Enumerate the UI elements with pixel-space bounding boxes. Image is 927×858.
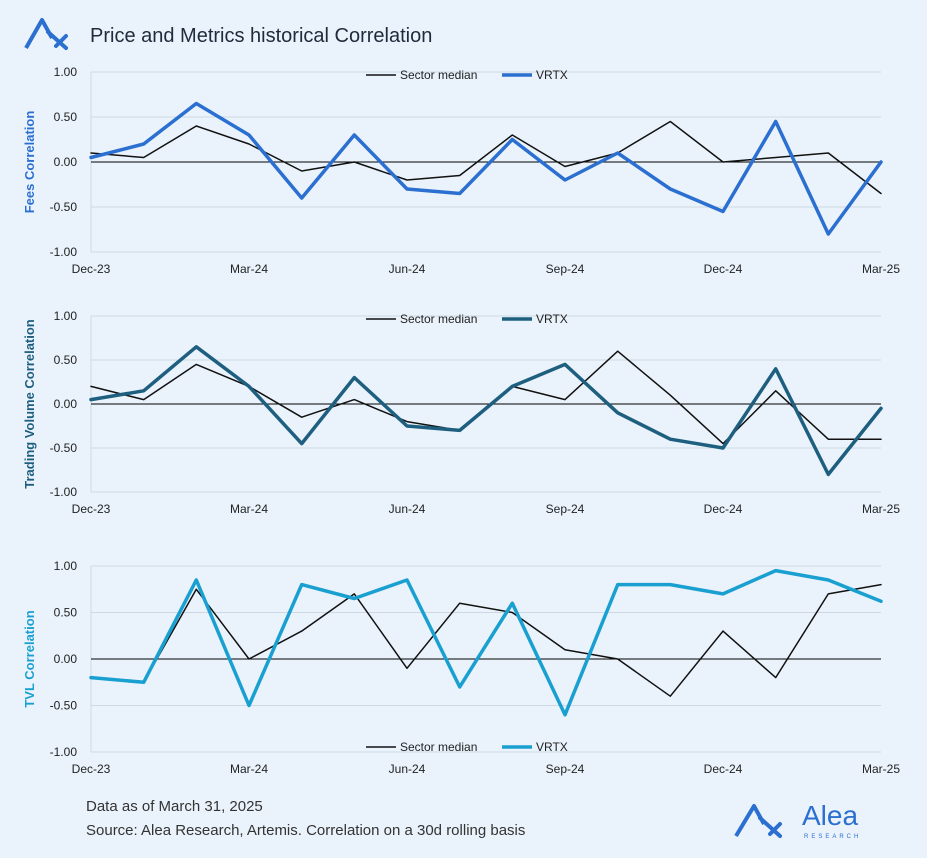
chart-panel-2: 1.00 0.50 0.00 -0.50 -1.00 Dec-23 Mar-24 Jun-24…: [22, 309, 900, 516]
x-tick-label: Sep-24: [546, 262, 585, 276]
x-tick-label: Jun-24: [389, 502, 426, 516]
series-line-sector-median: [90, 583, 882, 697]
y-axis-label: TVL Correlation: [22, 610, 37, 707]
y-tick-label: 1.00: [54, 559, 78, 573]
y-tick-label: 0.50: [54, 353, 78, 367]
y-tick-label: 0.00: [54, 652, 78, 666]
y-tick-label: 1.00: [54, 309, 78, 323]
x-tick-label: Mar-24: [230, 262, 268, 276]
alea-logo-icon: [22, 14, 74, 59]
legend-label: VRTX: [536, 68, 568, 82]
y-tick-label: 0.50: [54, 606, 78, 620]
series-line-sector-median: [90, 120, 882, 195]
legend-label: Sector median: [400, 740, 477, 754]
x-tick-label: Mar-25: [862, 262, 900, 276]
x-tick-label: Dec-24: [704, 502, 743, 516]
x-tick-label: Jun-24: [389, 262, 426, 276]
x-tick-label: Sep-24: [546, 762, 585, 776]
x-tick-label: Dec-23: [72, 762, 111, 776]
x-tick-label: Mar-25: [862, 502, 900, 516]
y-tick-label: -1.00: [50, 485, 78, 499]
charts-canvas: 1.00 0.50 0.00 -0.50 -1.00 Dec-23 Mar-24 Jun-24…: [22, 65, 900, 776]
series-line-vrtx: [89, 101, 883, 236]
y-tick-label: 1.00: [54, 65, 78, 79]
y-tick-label: -1.00: [50, 745, 78, 759]
x-tick-label: Mar-25: [862, 762, 900, 776]
x-tick-label: Mar-24: [230, 762, 268, 776]
legend-label: Sector median: [400, 68, 477, 82]
x-tick-label: Dec-24: [704, 262, 743, 276]
footer-source: Source: Alea Research, Artemis. Correlat…: [86, 822, 526, 839]
page-title: Price and Metrics historical Correlation: [90, 25, 433, 47]
x-tick-label: Dec-23: [72, 262, 111, 276]
x-tick-label: Jun-24: [389, 762, 426, 776]
y-axis-label: Fees Correlation: [22, 111, 37, 214]
alea-brand-icon: [734, 804, 782, 838]
x-tick-label: Dec-24: [704, 762, 743, 776]
y-tick-label: 0.50: [54, 110, 78, 124]
y-axis-label: Trading Volume Correlation: [22, 319, 37, 489]
series-line-sector-median: [90, 350, 882, 445]
x-tick-label: Sep-24: [546, 502, 585, 516]
brand-name: Alea: [802, 800, 859, 831]
legend-label: Sector median: [400, 312, 477, 326]
y-tick-label: -0.50: [50, 200, 78, 214]
brand-logo: Alea RESEARCH: [732, 800, 882, 845]
y-tick-label: 0.00: [54, 397, 78, 411]
footer-date: Data as of March 31, 2025: [86, 798, 263, 815]
legend-label: VRTX: [536, 312, 568, 326]
chart-panel-3: 1.00 0.50 0.00 -0.50 -1.00 Dec-23 Mar-24 Jun-24…: [22, 559, 900, 776]
series-line-vrtx: [89, 345, 883, 477]
chart-panel-1: 1.00 0.50 0.00 -0.50 -1.00 Dec-23 Mar-24 Jun-24…: [22, 65, 900, 276]
x-tick-label: Mar-24: [230, 502, 268, 516]
y-tick-label: -0.50: [50, 699, 78, 713]
x-tick-label: Dec-23: [72, 502, 111, 516]
brand-tagline: RESEARCH: [804, 834, 862, 840]
y-tick-label: -0.50: [50, 441, 78, 455]
series-line-vrtx: [89, 568, 883, 717]
y-tick-label: 0.00: [54, 155, 78, 169]
legend-label: VRTX: [536, 740, 568, 754]
y-tick-label: -1.00: [50, 245, 78, 259]
